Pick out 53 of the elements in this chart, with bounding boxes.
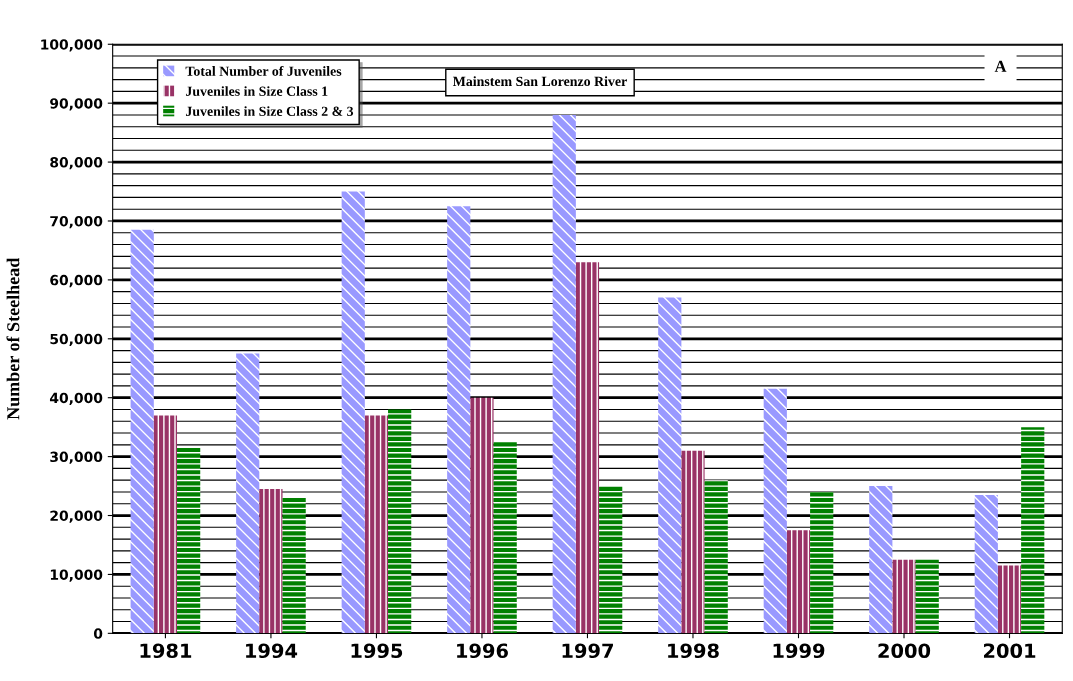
bar bbox=[552, 114, 576, 634]
bar bbox=[259, 489, 283, 634]
bar bbox=[388, 409, 412, 634]
bar bbox=[869, 486, 893, 634]
y-tick-label: 80,000 bbox=[50, 157, 103, 170]
bar bbox=[153, 415, 178, 634]
bar bbox=[658, 297, 682, 634]
x-tick-label: 2001 bbox=[983, 643, 1036, 659]
bar bbox=[786, 530, 811, 634]
bar bbox=[236, 353, 260, 634]
bar bbox=[892, 559, 916, 634]
annotation: Mainstem San Lorenzo River bbox=[452, 76, 627, 87]
y-tick-label: 100,000 bbox=[41, 39, 103, 52]
bar bbox=[704, 480, 728, 634]
legend-label: Total Number of Juveniles bbox=[185, 65, 342, 76]
bar bbox=[810, 491, 834, 634]
bar bbox=[177, 447, 201, 634]
y-tick-label: 50,000 bbox=[50, 333, 103, 347]
x-tick-label: 1996 bbox=[457, 643, 508, 659]
x-tick-label: 1999 bbox=[773, 643, 825, 659]
bar bbox=[997, 565, 1022, 634]
x-tick-label: 1994 bbox=[246, 643, 298, 659]
bar bbox=[599, 486, 623, 634]
x-tick-label: 1998 bbox=[668, 643, 719, 659]
bar bbox=[1021, 427, 1045, 634]
bar bbox=[282, 497, 306, 634]
bar bbox=[130, 229, 154, 634]
y-tick-label: 30,000 bbox=[50, 451, 103, 464]
legend-label: Juveniles in Size Class 2 & 3 bbox=[185, 106, 354, 116]
bar bbox=[681, 450, 705, 634]
bar bbox=[974, 494, 998, 634]
annotation: A bbox=[994, 60, 1007, 72]
x-tick-label: 2000 bbox=[878, 643, 931, 659]
y-tick-label: 90,000 bbox=[50, 98, 103, 111]
y-tick-label: 40,000 bbox=[49, 392, 103, 405]
y-axis-title: Number of Steelhead bbox=[6, 257, 20, 420]
x-tick-label: 1997 bbox=[562, 643, 613, 659]
bar bbox=[493, 441, 517, 634]
y-tick-label: 60,000 bbox=[50, 274, 103, 288]
bar bbox=[915, 559, 939, 634]
bar bbox=[364, 415, 389, 634]
y-tick-label: 20,000 bbox=[50, 510, 103, 523]
y-tick-label: 0 bbox=[93, 628, 103, 639]
bar bbox=[341, 191, 365, 634]
bar bbox=[470, 397, 494, 634]
bar bbox=[447, 206, 471, 634]
y-tick-label: 10,000 bbox=[50, 569, 103, 582]
x-tick-label: 1995 bbox=[351, 643, 403, 659]
bar bbox=[575, 262, 600, 634]
x-tick-label: 1981 bbox=[140, 643, 192, 659]
legend-label: Juveniles in Size Class 1 bbox=[185, 86, 328, 96]
y-tick-label: 70,000 bbox=[50, 215, 103, 229]
bar bbox=[763, 388, 787, 634]
